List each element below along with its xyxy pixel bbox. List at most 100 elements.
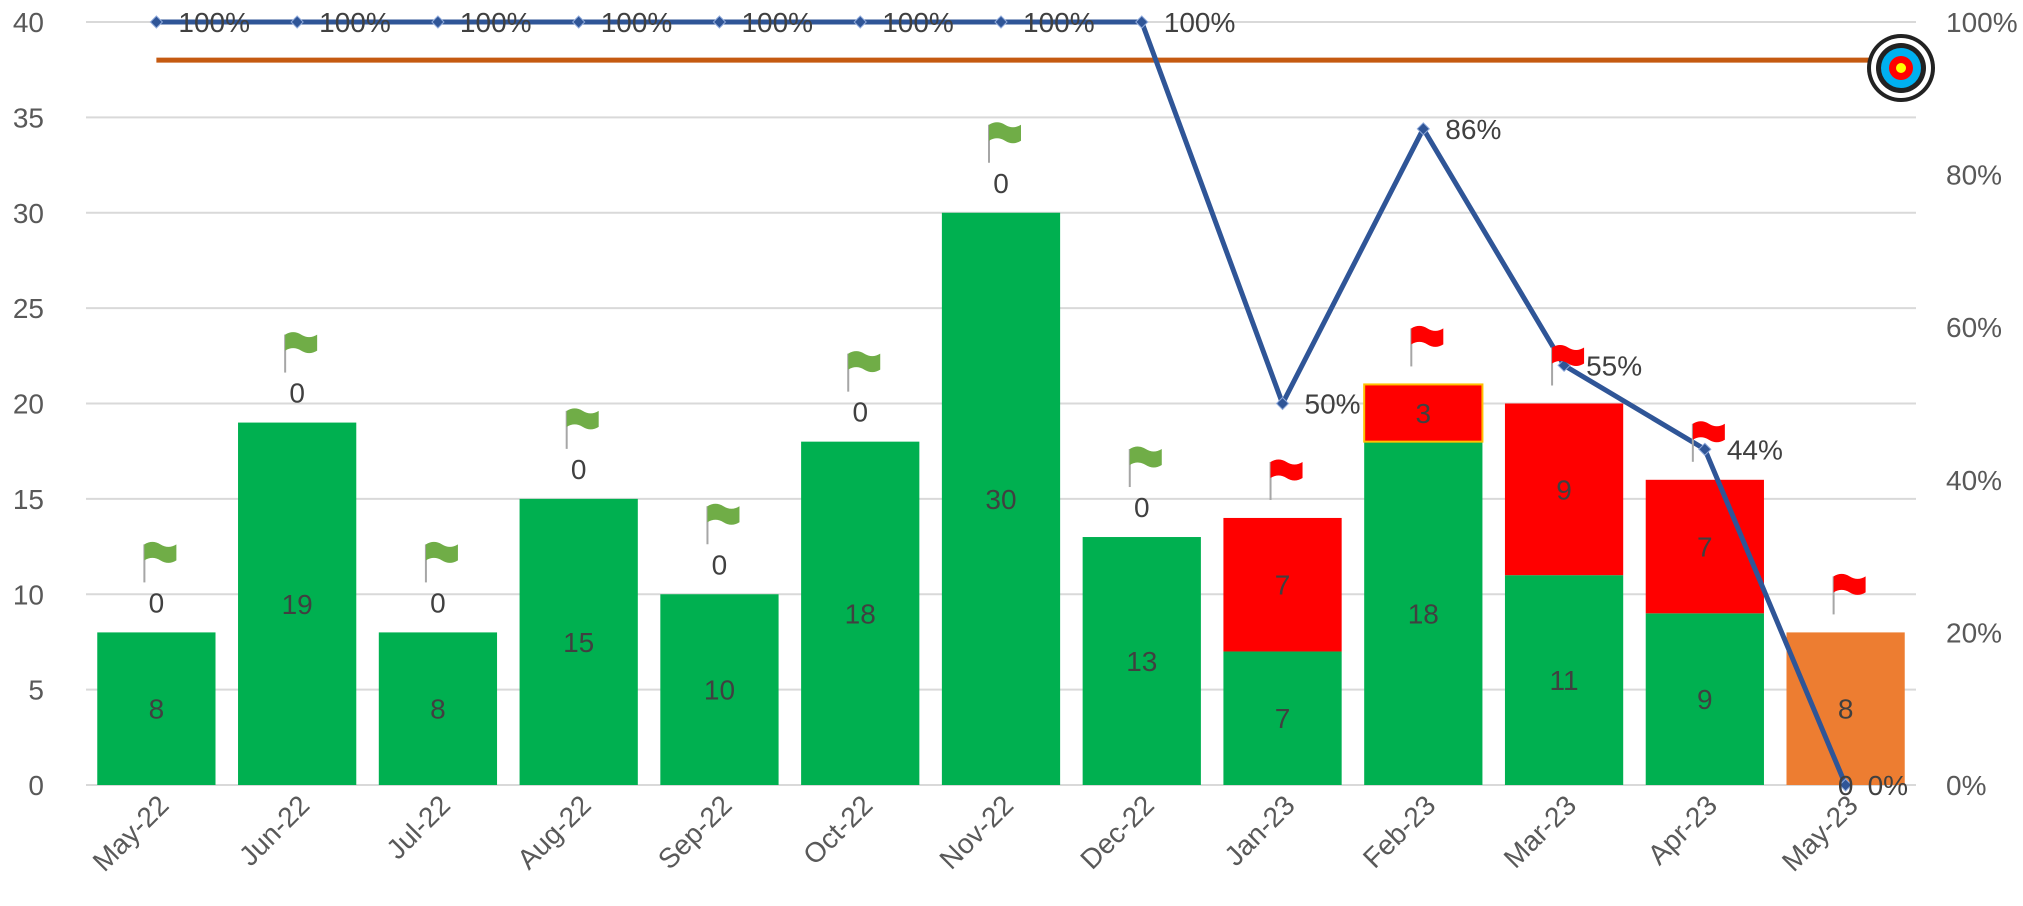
- line-data-label: 50%: [1305, 389, 1361, 420]
- flag-icon: [1551, 345, 1585, 386]
- x-tick-label: Jul-22: [380, 789, 456, 865]
- line-data-label: 0%: [1868, 770, 1908, 801]
- line-data-label: 100%: [460, 7, 532, 38]
- bar: [941, 212, 1061, 785]
- bar-data-label: 8: [1838, 694, 1854, 725]
- flag-icon: [565, 408, 599, 449]
- x-tick-label: Jan-23: [1218, 789, 1300, 871]
- bar: [1504, 403, 1624, 576]
- line-marker: [1698, 442, 1712, 456]
- flag-cloth: [1411, 325, 1444, 347]
- y-left-tick-label: 35: [13, 102, 44, 133]
- y-right-tick-label: 40%: [1946, 465, 2002, 496]
- flag-cloth: [1552, 345, 1585, 366]
- flag-cloth: [144, 541, 177, 563]
- y-left-tick-label: 30: [13, 198, 44, 229]
- y-right-tick-label: 100%: [1946, 7, 2018, 38]
- x-tick-label: Sep-22: [652, 789, 738, 875]
- bar: [660, 594, 779, 785]
- line-marker: [290, 15, 304, 29]
- flag-cloth: [566, 408, 599, 430]
- y-left-tick-label: 20: [13, 389, 44, 420]
- flag-icon: [424, 541, 458, 583]
- bar-data-label: 11: [1550, 665, 1579, 696]
- flag-icon: [143, 541, 177, 583]
- line-marker: [1416, 122, 1431, 136]
- bar-data-label: 0: [712, 549, 728, 580]
- x-tick-label: Apr-23: [1642, 789, 1723, 870]
- line-marker: [994, 15, 1008, 29]
- x-tick-label: Mar-23: [1498, 789, 1583, 874]
- bar: [519, 498, 638, 785]
- flag-icon: [1269, 459, 1303, 500]
- bar-data-label: 0: [430, 587, 446, 618]
- bar: [1082, 537, 1201, 785]
- bar-data-label: 0: [852, 397, 868, 428]
- y-right-tick-label: 20%: [1946, 617, 2002, 648]
- bar-data-label: 0: [993, 168, 1009, 199]
- bar: [1363, 383, 1484, 443]
- flag-icon: [706, 503, 740, 545]
- x-tick-label: Aug-22: [511, 789, 597, 875]
- bar: [1786, 632, 1905, 785]
- bar-data-label: 7: [1275, 570, 1291, 601]
- bar-data-label: 8: [149, 694, 165, 725]
- line-data-label: 100%: [601, 7, 673, 38]
- bar-data-label: 0: [1134, 492, 1150, 523]
- flag-cloth: [989, 122, 1021, 144]
- x-tick-label: Jun-22: [233, 789, 315, 871]
- bar: [1223, 651, 1342, 785]
- line-data-label: 100%: [178, 7, 250, 38]
- line-data-label: 55%: [1586, 350, 1642, 381]
- line-marker: [1838, 778, 1853, 792]
- y-left-tick-label: 0: [28, 770, 44, 801]
- bar-data-label: 7: [1697, 532, 1713, 563]
- bar-data-label: 19: [282, 589, 313, 620]
- bar-data-label: 18: [845, 598, 876, 629]
- flag-cloth: [848, 351, 881, 373]
- bar-data-label: 15: [563, 627, 594, 658]
- y-left-tick-label: 10: [13, 579, 44, 610]
- bar-data-label: 10: [704, 675, 735, 706]
- flag-cloth: [1692, 421, 1725, 443]
- line-data-label: 44%: [1727, 434, 1783, 465]
- bar-data-label: 13: [1126, 646, 1157, 677]
- bar-data-label: 0: [571, 454, 587, 485]
- target-ring: [1896, 63, 1906, 73]
- bar: [1504, 575, 1624, 785]
- bar-data-label: 9: [1697, 684, 1713, 715]
- flag-cloth: [285, 332, 318, 354]
- bar-data-label: 30: [985, 484, 1016, 515]
- line-marker: [853, 15, 867, 29]
- bar: [97, 632, 216, 785]
- line-marker: [1135, 15, 1149, 29]
- bar: [1645, 613, 1764, 785]
- bar-data-label: 0: [1838, 770, 1854, 801]
- line-marker: [149, 15, 164, 29]
- line-data-label: 100%: [319, 7, 391, 38]
- line-data-label: 100%: [1023, 7, 1095, 38]
- y-left-tick-label: 25: [13, 293, 44, 324]
- flag-icon: [1410, 325, 1444, 367]
- bar-data-label: 0: [149, 587, 165, 618]
- line-data-label: 100%: [882, 7, 954, 38]
- y-left-tick-label: 5: [28, 675, 44, 706]
- archery-target-icon: [1867, 34, 1935, 102]
- flag-cloth: [1270, 459, 1303, 481]
- bar: [1364, 441, 1483, 785]
- y-left-tick-label: 40: [13, 7, 44, 38]
- line-data-label: 100%: [741, 7, 813, 38]
- flag-cloth: [425, 541, 458, 563]
- x-tick-label: Oct-22: [797, 789, 878, 870]
- bar-data-label: 9: [1556, 474, 1572, 505]
- bar-data-label: 18: [1408, 598, 1439, 629]
- y-right-tick-label: 0%: [1946, 770, 1986, 801]
- x-tick-label: May-23: [1776, 789, 1864, 877]
- bar-data-label: 3: [1416, 398, 1432, 429]
- flag-icon: [1832, 573, 1866, 615]
- flag-icon: [847, 351, 881, 392]
- line-data-label: 100%: [1164, 7, 1236, 38]
- bar: [801, 441, 920, 785]
